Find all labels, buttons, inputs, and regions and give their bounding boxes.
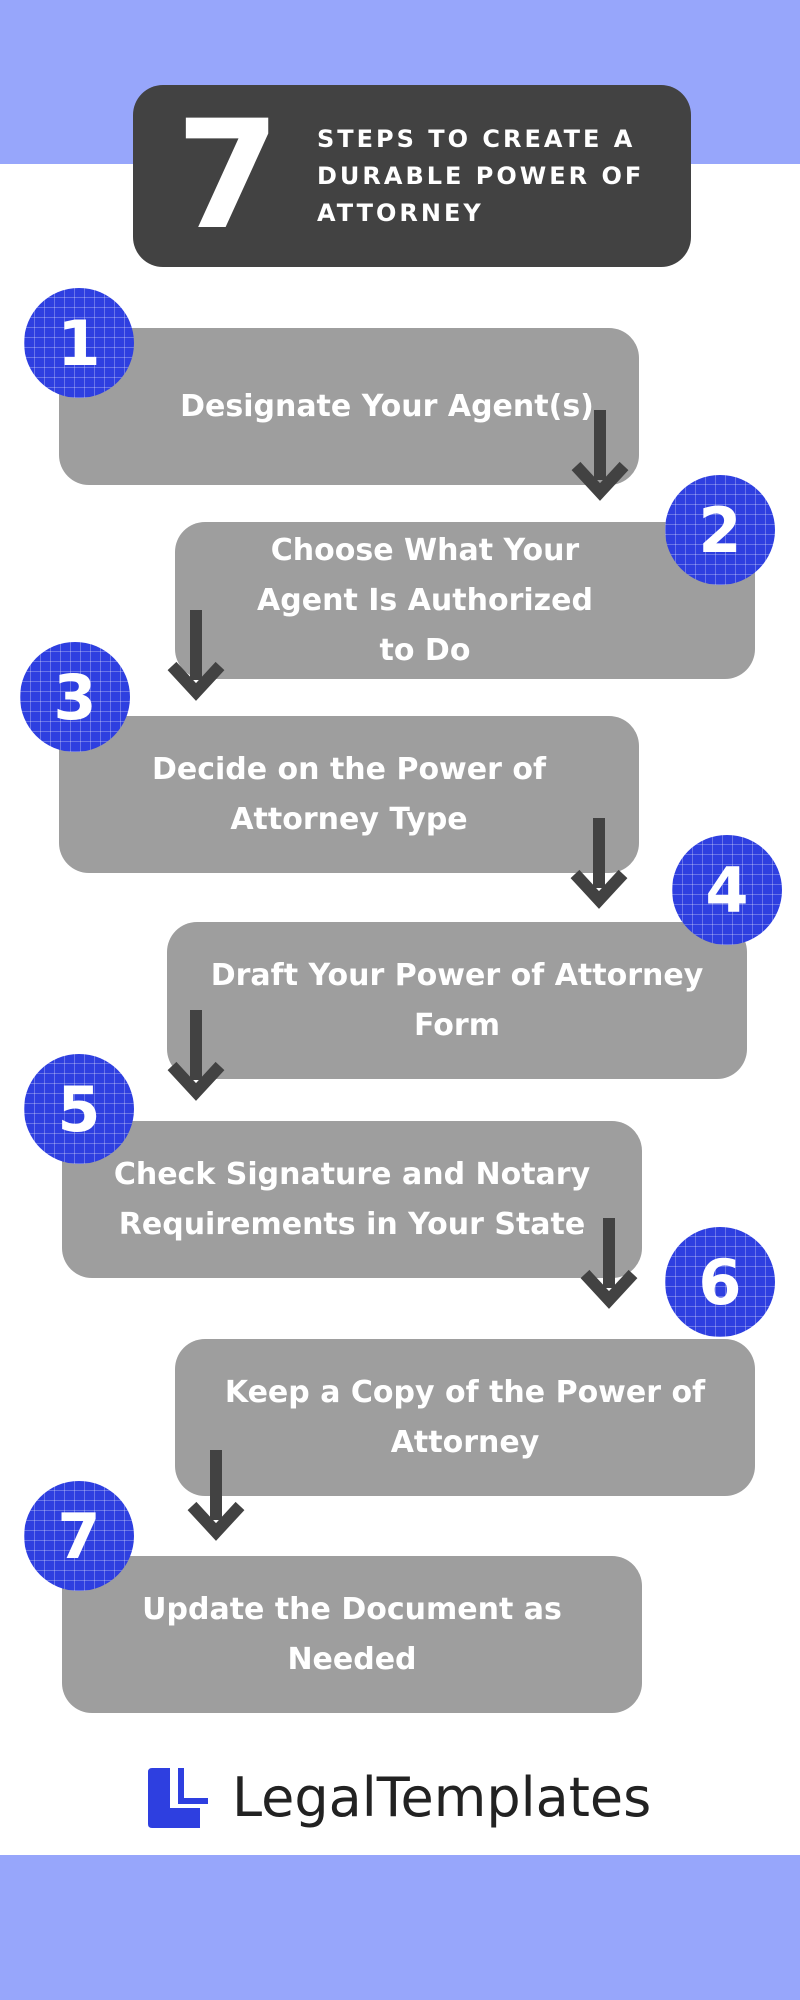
step-text-6: Keep a Copy of the Power of Attorney	[224, 1374, 706, 1460]
step-box-2: Choose What Your Agent Is Authorized to …	[175, 522, 755, 679]
step-text-3: Decide on the Power of Attorney Type	[151, 751, 547, 837]
down-arrow-icon	[570, 818, 628, 909]
step-box-1: Designate Your Agent(s)	[59, 328, 639, 485]
legaltemplates-logo-icon	[148, 1768, 208, 1828]
down-arrow-icon	[187, 1450, 245, 1541]
step-number-6: 6	[698, 1245, 742, 1319]
step-text-1: Designate Your Agent(s)	[180, 388, 594, 424]
step-badge-5: 5	[24, 1054, 134, 1164]
step-number-4: 4	[705, 853, 749, 927]
step-badge-4: 4	[672, 835, 782, 945]
step-box-6: Keep a Copy of the Power of Attorney	[175, 1339, 755, 1496]
step-box-5: Check Signature and Notary Requirements …	[62, 1121, 642, 1278]
step-box-3: Decide on the Power of Attorney Type	[59, 716, 639, 873]
header-number: 7	[175, 89, 281, 263]
brand-name: LegalTemplates	[232, 1766, 652, 1829]
step-text-4: Draft Your Power of Attorney Form	[210, 957, 704, 1043]
step-text-5: Check Signature and Notary Requirements …	[113, 1156, 591, 1242]
step-box-4: Draft Your Power of Attorney Form	[167, 922, 747, 1079]
step-text-7: Update the Document as Needed	[142, 1591, 562, 1677]
header-title: STEPS TO CREATE A DURABLE POWER OF ATTOR…	[317, 125, 645, 227]
step-number-7: 7	[57, 1499, 101, 1573]
step-badge-2: 2	[665, 475, 775, 585]
header-banner: 7 STEPS TO CREATE A DURABLE POWER OF ATT…	[133, 85, 691, 267]
step-badge-1: 1	[24, 288, 134, 398]
step-box-7: Update the Document as Needed	[62, 1556, 642, 1713]
step-number-2: 2	[698, 493, 742, 567]
step-text-2: Choose What Your Agent Is Authorized to …	[257, 532, 593, 668]
down-arrow-icon	[571, 410, 629, 501]
step-number-1: 1	[57, 306, 101, 380]
step-badge-6: 6	[665, 1227, 775, 1337]
step-badge-3: 3	[20, 642, 130, 752]
down-arrow-icon	[167, 610, 225, 701]
down-arrow-icon	[167, 1010, 225, 1101]
down-arrow-icon	[580, 1218, 638, 1309]
step-number-5: 5	[57, 1072, 101, 1146]
step-number-3: 3	[53, 660, 97, 734]
bottom-band	[0, 1855, 800, 2000]
step-badge-7: 7	[24, 1481, 134, 1591]
